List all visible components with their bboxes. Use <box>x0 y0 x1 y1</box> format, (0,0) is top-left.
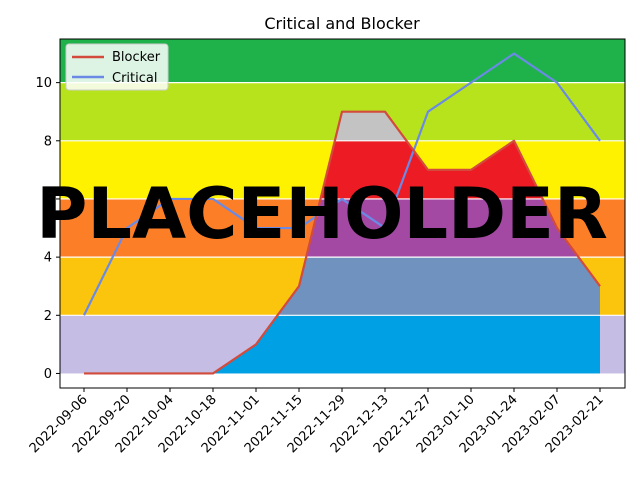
placeholder-watermark: PLACEHOLDER <box>36 173 608 255</box>
series-line-blocker <box>84 110 601 375</box>
y-tick-label-4: 8 <box>44 134 52 149</box>
y-axis: 0 2 4 6 8 10 <box>35 76 60 382</box>
y-tick-label-2: 4 <box>44 251 52 266</box>
x-axis: 2022-09-062022-09-202022-10-042022-10-18… <box>27 388 607 456</box>
series-lines <box>83 52 601 375</box>
legend-box <box>65 43 169 91</box>
y-tick-label-1: 2 <box>44 309 52 324</box>
legend-label-blocker: Blocker <box>112 50 161 65</box>
y-tick-label-3: 6 <box>44 192 52 207</box>
chart-title: Critical and Blocker <box>264 14 420 33</box>
legend-label-critical: Critical <box>112 71 157 86</box>
y-tick-label-0: 0 <box>44 367 52 382</box>
y-tick-label-5: 10 <box>35 76 52 91</box>
legend: Blocker Critical <box>65 43 169 91</box>
series-line-critical <box>83 52 601 316</box>
